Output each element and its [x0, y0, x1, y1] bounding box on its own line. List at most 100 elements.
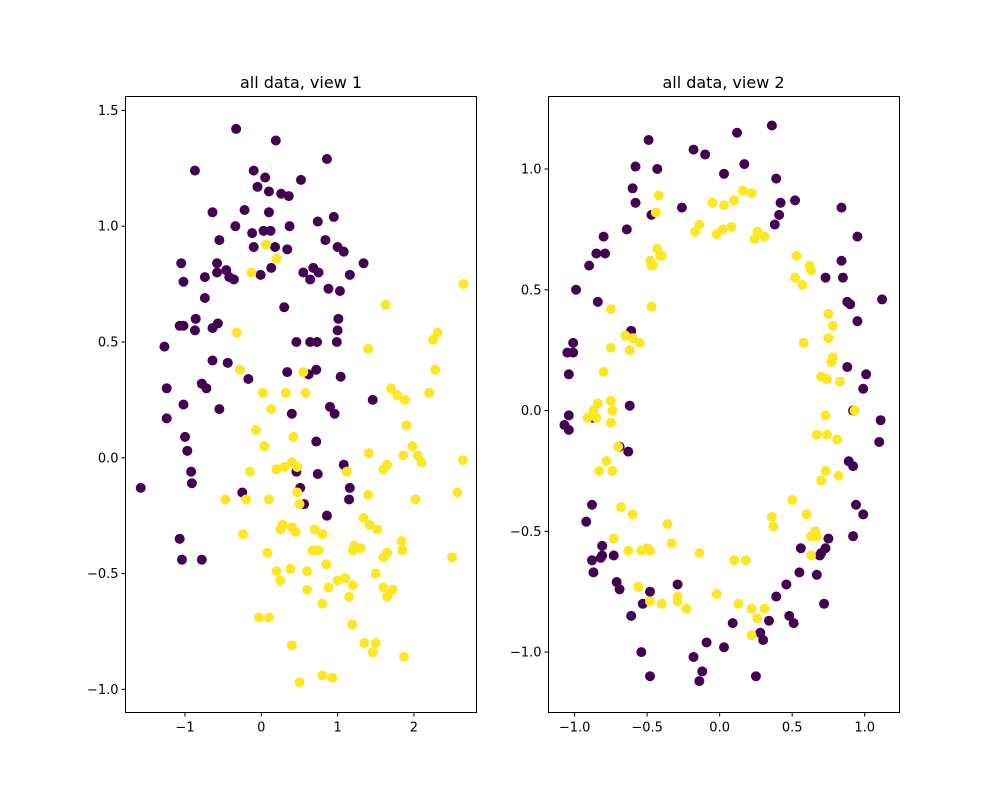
scatter-point-class1: [347, 619, 358, 630]
x-tick-label: 0.5: [782, 721, 803, 736]
scatter-point-class1: [244, 466, 255, 477]
scatter-point-class0: [212, 267, 223, 278]
scatter-point-class0: [328, 211, 339, 222]
scatter-point-class0: [814, 550, 825, 561]
scatter-point-class0: [263, 186, 274, 197]
scatter-point-class1: [749, 234, 760, 245]
scatter-point-class0: [338, 246, 349, 257]
scatter-point-class0: [568, 347, 579, 358]
scatter-point-class1: [827, 320, 838, 331]
x-tick-label: 1: [333, 721, 341, 736]
scatter-point-class0: [626, 610, 637, 621]
axis-ticks: −1.0 −0.5 0.0 0.5 1.0 −1.0 −0.5 0.0 0.5 1.0: [510, 162, 875, 735]
scatter-point-class0: [784, 610, 795, 621]
scatter-point-class1: [711, 589, 722, 600]
scatter-point-class1: [719, 200, 729, 211]
scatter-point-class0: [323, 283, 334, 294]
scatter-point-class0: [298, 267, 309, 278]
scatter-point-class0: [178, 320, 189, 331]
scatter-point-class1: [849, 405, 860, 416]
scatter-point-class1: [729, 195, 740, 206]
scatter-point-class1: [594, 465, 605, 476]
scatter-point-class1: [656, 250, 667, 261]
scatter-point-class1: [399, 651, 410, 662]
scatter-point-class0: [842, 362, 853, 373]
scatter-point-class0: [331, 336, 342, 347]
scatter-point-class1: [397, 545, 408, 556]
scatter-point-class0: [614, 584, 625, 595]
scatter-point-class1: [279, 462, 290, 473]
scatter-point-class0: [877, 294, 888, 305]
scatter-point-class0: [852, 231, 863, 242]
y-tick-label: 0.5: [98, 335, 119, 350]
scatter-point-class0: [282, 367, 293, 378]
scatter-point-class0: [624, 400, 635, 411]
scatter-point-class0: [344, 494, 355, 505]
scatter-point-class1: [607, 465, 618, 476]
scatter-point-class0: [296, 174, 306, 185]
scatter-point-class0: [719, 168, 729, 179]
scatter-point-class0: [174, 533, 185, 544]
y-tick-label: 0.0: [98, 451, 119, 466]
scatter-point-class0: [774, 209, 785, 220]
y-tick-label: 0.0: [521, 404, 542, 419]
scatter-point-class0: [214, 235, 225, 246]
scatter-point-class0: [291, 336, 302, 347]
x-tick-label: −1: [175, 721, 194, 736]
scatter-point-class1: [737, 185, 748, 196]
scatter-point-class1: [746, 630, 757, 641]
scatter-point-class1: [275, 575, 286, 586]
scatter-point-class1: [300, 387, 311, 398]
scatter-point-class0: [276, 188, 287, 199]
scatter-point-class0: [694, 676, 705, 687]
scatter-point-class1: [231, 327, 242, 338]
scatter-point-class0: [858, 383, 869, 394]
scatter-point-class0: [161, 413, 172, 424]
scatter-point-class0: [344, 269, 355, 280]
scatter-point-class1: [317, 598, 328, 609]
scatter-point-class1: [292, 462, 303, 473]
scatter-point-class1: [605, 304, 616, 315]
scatter-point-class1: [257, 387, 268, 398]
scatter-point-class0: [587, 555, 598, 566]
scatter-point-class0: [247, 228, 258, 239]
scatter-point-class1: [605, 417, 616, 428]
scatter-point-class0: [321, 154, 332, 165]
scatter-point-class1: [238, 529, 249, 540]
scatter-point-class1: [370, 568, 381, 579]
scatter-point-class1: [811, 531, 822, 542]
scatter-point-class0: [335, 371, 346, 382]
scatter-point-class1: [401, 420, 412, 431]
scatter-point-class1: [271, 464, 282, 475]
scatter-point-class0: [672, 579, 683, 590]
scatter-point-class1: [746, 188, 757, 199]
scatter-point-class1: [277, 519, 288, 530]
scatter-point-class0: [630, 161, 641, 172]
scatter-point-class0: [739, 159, 750, 170]
scatter-point-class1: [797, 279, 808, 290]
scatter-point-class1: [752, 613, 763, 624]
scatter-point-class0: [212, 258, 223, 269]
scatter-point-class0: [595, 552, 606, 563]
scatter-point-class1: [294, 499, 305, 510]
scatter-point-class0: [312, 468, 323, 479]
scatter-point-class1: [823, 333, 834, 344]
scatter-point-class0: [643, 134, 654, 145]
scatter-point-class1: [363, 489, 374, 500]
scatter-point-class1: [358, 512, 369, 523]
scatter-point-class0: [270, 242, 281, 253]
scatter-point-class1: [759, 603, 770, 614]
x-tick-label: −0.5: [631, 721, 663, 736]
y-tick-label: −1.0: [510, 646, 542, 661]
scatter-point-class0: [265, 225, 276, 236]
scatter-point-class1: [364, 519, 375, 530]
scatter-point-class0: [587, 499, 598, 510]
scatter-point-class0: [178, 276, 189, 287]
plot-frame: [548, 96, 900, 713]
scatter-point-class1: [396, 536, 407, 547]
scatter-point-class1: [624, 345, 635, 356]
scatter-point-class0: [312, 336, 323, 347]
scatter-point-class0: [836, 255, 847, 266]
x-tick-label: 0.0: [709, 721, 730, 736]
scatter-point-class0: [676, 202, 687, 213]
